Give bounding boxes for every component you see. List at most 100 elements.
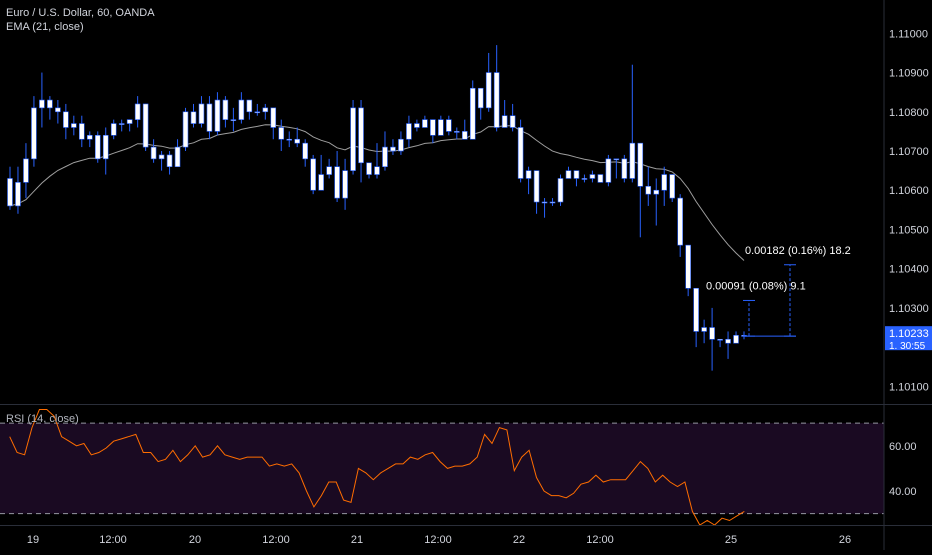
candle-body[interactable] bbox=[238, 99, 245, 120]
candle-body[interactable] bbox=[246, 99, 253, 113]
candle-body[interactable] bbox=[693, 287, 699, 332]
candle-body[interactable] bbox=[717, 338, 723, 341]
candle-body[interactable] bbox=[15, 182, 21, 207]
candle-body[interactable] bbox=[477, 87, 484, 109]
ema-legend[interactable]: EMA (21, close) bbox=[6, 21, 84, 33]
candle-body[interactable] bbox=[517, 127, 524, 179]
candle-body[interactable] bbox=[230, 119, 237, 121]
candle-body[interactable] bbox=[190, 111, 197, 124]
candle-body[interactable] bbox=[446, 119, 452, 132]
candle-body[interactable] bbox=[589, 174, 596, 179]
candle-body[interactable] bbox=[605, 158, 612, 183]
candle-body[interactable] bbox=[390, 146, 396, 152]
candle-body[interactable] bbox=[39, 99, 45, 109]
candle-body[interactable] bbox=[23, 158, 29, 183]
candle-body[interactable] bbox=[31, 107, 37, 160]
candle-body[interactable] bbox=[206, 103, 213, 132]
candle-body[interactable] bbox=[414, 123, 420, 128]
last-price-label: 1.10233 bbox=[889, 328, 929, 340]
candle-body[interactable] bbox=[350, 107, 356, 171]
candle-body[interactable] bbox=[509, 115, 516, 128]
candle-body[interactable] bbox=[677, 197, 683, 246]
candle-body[interactable] bbox=[661, 174, 667, 191]
rsi-line bbox=[9, 409, 745, 526]
candle-body[interactable] bbox=[278, 127, 285, 140]
candle-body[interactable] bbox=[310, 158, 316, 191]
candle-body[interactable] bbox=[214, 99, 221, 132]
candle-body[interactable] bbox=[733, 335, 739, 344]
candle-body[interactable] bbox=[422, 119, 428, 128]
candle-body[interactable] bbox=[469, 87, 476, 140]
candle-body[interactable] bbox=[79, 123, 85, 140]
candle-body[interactable] bbox=[557, 178, 564, 203]
candle-body[interactable] bbox=[166, 154, 173, 167]
candle-body[interactable] bbox=[262, 107, 269, 113]
candle-body[interactable] bbox=[382, 146, 388, 167]
candle-body[interactable] bbox=[47, 99, 53, 109]
candle-body[interactable] bbox=[621, 158, 628, 179]
measurement-layer[interactable]: 0.00091 (0.08%) 9.1 0.00182 (0.16%) 18.2 bbox=[706, 245, 851, 337]
candle-body[interactable] bbox=[254, 111, 261, 114]
candle-body[interactable] bbox=[198, 103, 205, 124]
candle-body[interactable] bbox=[461, 131, 468, 140]
candle-body[interactable] bbox=[142, 103, 149, 148]
candle-body[interactable] bbox=[87, 135, 93, 140]
candle-body[interactable] bbox=[134, 103, 141, 120]
candle-body[interactable] bbox=[613, 158, 620, 161]
candle-body[interactable] bbox=[318, 174, 324, 191]
candle-body[interactable] bbox=[222, 99, 229, 120]
candle-body[interactable] bbox=[454, 131, 460, 133]
candle-body[interactable] bbox=[71, 123, 77, 128]
candle-body[interactable] bbox=[701, 327, 707, 332]
candle-body[interactable] bbox=[573, 170, 580, 179]
candle-body[interactable] bbox=[55, 107, 61, 113]
candle-body[interactable] bbox=[374, 166, 380, 175]
candle-body[interactable] bbox=[118, 123, 125, 125]
candle-body[interactable] bbox=[158, 154, 165, 160]
rsi-legend[interactable]: RSI (14, close) bbox=[6, 413, 79, 425]
symbol-title[interactable]: Euro / U.S. Dollar, 60, OANDA bbox=[6, 7, 155, 19]
candle-body[interactable] bbox=[525, 170, 532, 179]
candle-body[interactable] bbox=[270, 107, 277, 128]
candle-body[interactable] bbox=[493, 72, 500, 128]
candle-body[interactable] bbox=[565, 170, 572, 179]
candle-body[interactable] bbox=[286, 138, 293, 141]
candle-body[interactable] bbox=[709, 327, 715, 340]
candle-body[interactable] bbox=[725, 338, 731, 344]
candle-body[interactable] bbox=[501, 115, 508, 128]
candle-body[interactable] bbox=[94, 135, 101, 160]
candle-body[interactable] bbox=[629, 142, 636, 179]
candle-body[interactable] bbox=[406, 123, 412, 140]
candle-body[interactable] bbox=[430, 119, 436, 136]
candle-body[interactable] bbox=[541, 201, 548, 204]
candle-body[interactable] bbox=[637, 142, 644, 187]
candle-body[interactable] bbox=[398, 138, 404, 152]
candle-body[interactable] bbox=[685, 244, 691, 289]
candle-body[interactable] bbox=[358, 107, 364, 164]
candle-body[interactable] bbox=[438, 119, 444, 136]
candle-body[interactable] bbox=[669, 174, 675, 199]
candle-body[interactable] bbox=[334, 166, 340, 199]
candle-body[interactable] bbox=[342, 170, 348, 199]
candle-body[interactable] bbox=[150, 146, 157, 160]
candle-body[interactable] bbox=[485, 72, 492, 109]
candle-body[interactable] bbox=[533, 170, 540, 203]
candle-body[interactable] bbox=[581, 178, 588, 180]
candle-body[interactable] bbox=[326, 166, 332, 175]
candle-body[interactable] bbox=[366, 162, 372, 175]
candle-body[interactable] bbox=[182, 111, 189, 148]
candle-body[interactable] bbox=[63, 111, 69, 128]
candle-body[interactable] bbox=[7, 178, 13, 207]
candle-body[interactable] bbox=[102, 135, 109, 160]
candle-body[interactable] bbox=[645, 186, 652, 195]
candle-body[interactable] bbox=[653, 189, 660, 195]
candle-body[interactable] bbox=[302, 142, 308, 160]
candle-body[interactable] bbox=[126, 119, 133, 124]
candle-body[interactable] bbox=[174, 146, 181, 167]
candle-body[interactable] bbox=[110, 123, 117, 136]
candle-body[interactable] bbox=[597, 174, 604, 183]
candle-body[interactable] bbox=[549, 201, 556, 204]
candle-body[interactable] bbox=[294, 138, 300, 144]
